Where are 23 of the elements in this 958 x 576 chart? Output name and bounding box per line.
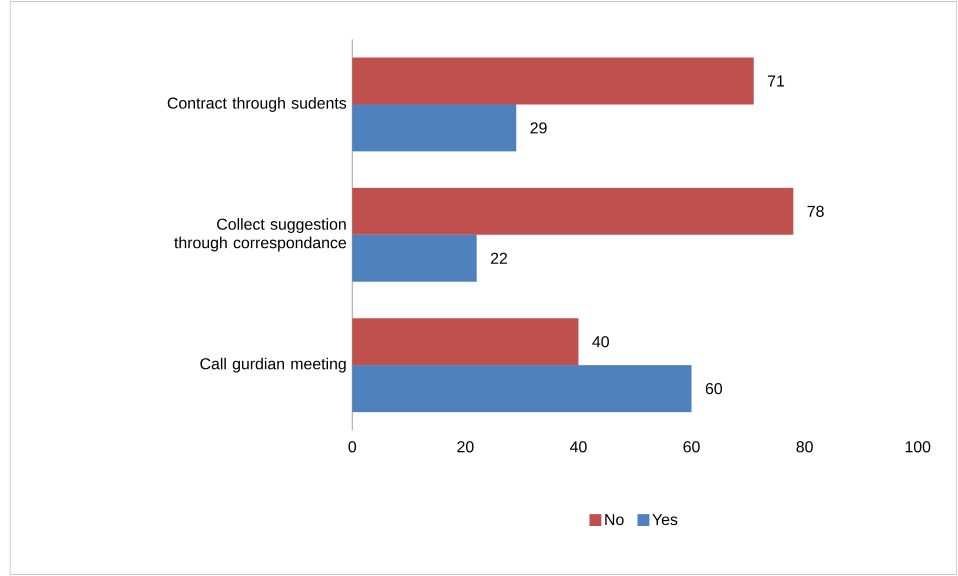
legend-label: Yes bbox=[652, 514, 678, 526]
data-label: 78 bbox=[808, 206, 824, 218]
bar bbox=[352, 104, 516, 152]
bar bbox=[352, 365, 692, 412]
data-label: 29 bbox=[530, 122, 547, 134]
x-tick-label: 40 bbox=[570, 441, 587, 453]
data-label: 60 bbox=[706, 383, 722, 394]
x-tick-label: 0 bbox=[348, 441, 356, 453]
x-tick-label: 100 bbox=[906, 441, 930, 453]
bar bbox=[352, 234, 477, 282]
legend-label: No bbox=[605, 514, 624, 526]
data-label: 22 bbox=[490, 252, 507, 264]
bar bbox=[352, 188, 794, 235]
bar bbox=[352, 318, 578, 366]
x-tick-label: 80 bbox=[796, 441, 813, 453]
x-tick-label: 60 bbox=[684, 441, 700, 453]
y-tick-label: Call gurdian meeting bbox=[200, 358, 346, 373]
data-label: 71 bbox=[768, 76, 784, 87]
bar bbox=[352, 58, 754, 105]
y-tick-label: Collect suggestion through correspondance bbox=[174, 218, 346, 252]
y-tick-label: Contract through sudents bbox=[168, 97, 346, 112]
x-tick-label: 20 bbox=[457, 441, 474, 453]
data-label: 40 bbox=[592, 336, 609, 348]
